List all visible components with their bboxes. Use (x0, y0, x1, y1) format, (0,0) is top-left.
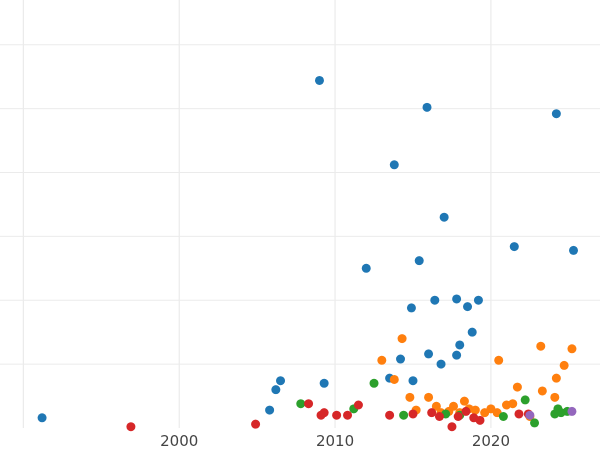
data-point (276, 376, 286, 386)
x-tick-label: 2000 (160, 432, 198, 450)
data-point (431, 401, 441, 411)
data-point (389, 374, 399, 384)
x-tick-label: 2020 (472, 432, 510, 450)
data-point (551, 109, 561, 119)
data-point (461, 406, 471, 416)
data-point (397, 334, 407, 344)
data-point (453, 412, 463, 422)
data-point (408, 376, 418, 386)
data-point (473, 295, 483, 305)
data-points (37, 75, 579, 432)
data-point (414, 256, 424, 266)
data-point (37, 413, 47, 423)
data-point (427, 408, 437, 418)
data-point (399, 410, 409, 420)
series-4-points (525, 406, 577, 420)
data-point (530, 418, 540, 428)
data-point (467, 327, 477, 337)
data-point (408, 409, 418, 419)
data-point (353, 400, 363, 410)
data-point (436, 359, 446, 369)
data-point (126, 422, 136, 432)
data-point (424, 349, 434, 359)
data-point (514, 409, 524, 419)
data-point (377, 355, 387, 365)
data-point (455, 340, 465, 350)
data-point (406, 303, 416, 313)
grid-lines (0, 0, 600, 428)
data-point (304, 399, 314, 409)
data-point (551, 373, 561, 383)
data-point (332, 410, 342, 420)
data-point (470, 405, 480, 415)
data-point (265, 405, 275, 415)
series-0-points (37, 75, 579, 423)
data-point (385, 410, 395, 420)
data-point (439, 212, 449, 222)
data-point (319, 408, 329, 418)
data-point (449, 401, 459, 411)
series-3-points (126, 399, 533, 432)
data-point (567, 406, 577, 416)
data-point (550, 392, 560, 402)
x-axis-tick-labels: 2000 2010 2020 (160, 432, 510, 450)
data-point (508, 399, 518, 409)
data-point (567, 344, 577, 354)
data-point (520, 395, 530, 405)
data-point (343, 410, 353, 420)
data-point (447, 422, 457, 432)
data-point (405, 392, 415, 402)
data-point (463, 302, 473, 312)
data-point (296, 399, 306, 409)
data-point (396, 354, 406, 364)
data-point (559, 360, 569, 370)
data-point (422, 102, 432, 112)
data-point (361, 263, 371, 273)
data-point (475, 415, 485, 425)
data-point (509, 242, 519, 252)
data-point (369, 378, 379, 388)
data-point (434, 412, 444, 422)
data-point (512, 382, 522, 392)
data-point (452, 350, 462, 360)
data-point (569, 245, 579, 255)
data-point (319, 378, 329, 388)
series-1-points (377, 334, 577, 422)
data-point (430, 295, 440, 305)
data-point (536, 341, 546, 351)
data-point (424, 392, 434, 402)
data-point (537, 386, 547, 396)
data-point (251, 419, 261, 429)
data-point (271, 385, 281, 395)
data-point (525, 410, 535, 420)
data-point (494, 355, 504, 365)
data-point (314, 75, 324, 85)
data-point (498, 412, 508, 422)
x-tick-label: 2010 (316, 432, 354, 450)
data-point (452, 294, 462, 304)
data-point (389, 160, 399, 170)
data-point (459, 396, 469, 406)
